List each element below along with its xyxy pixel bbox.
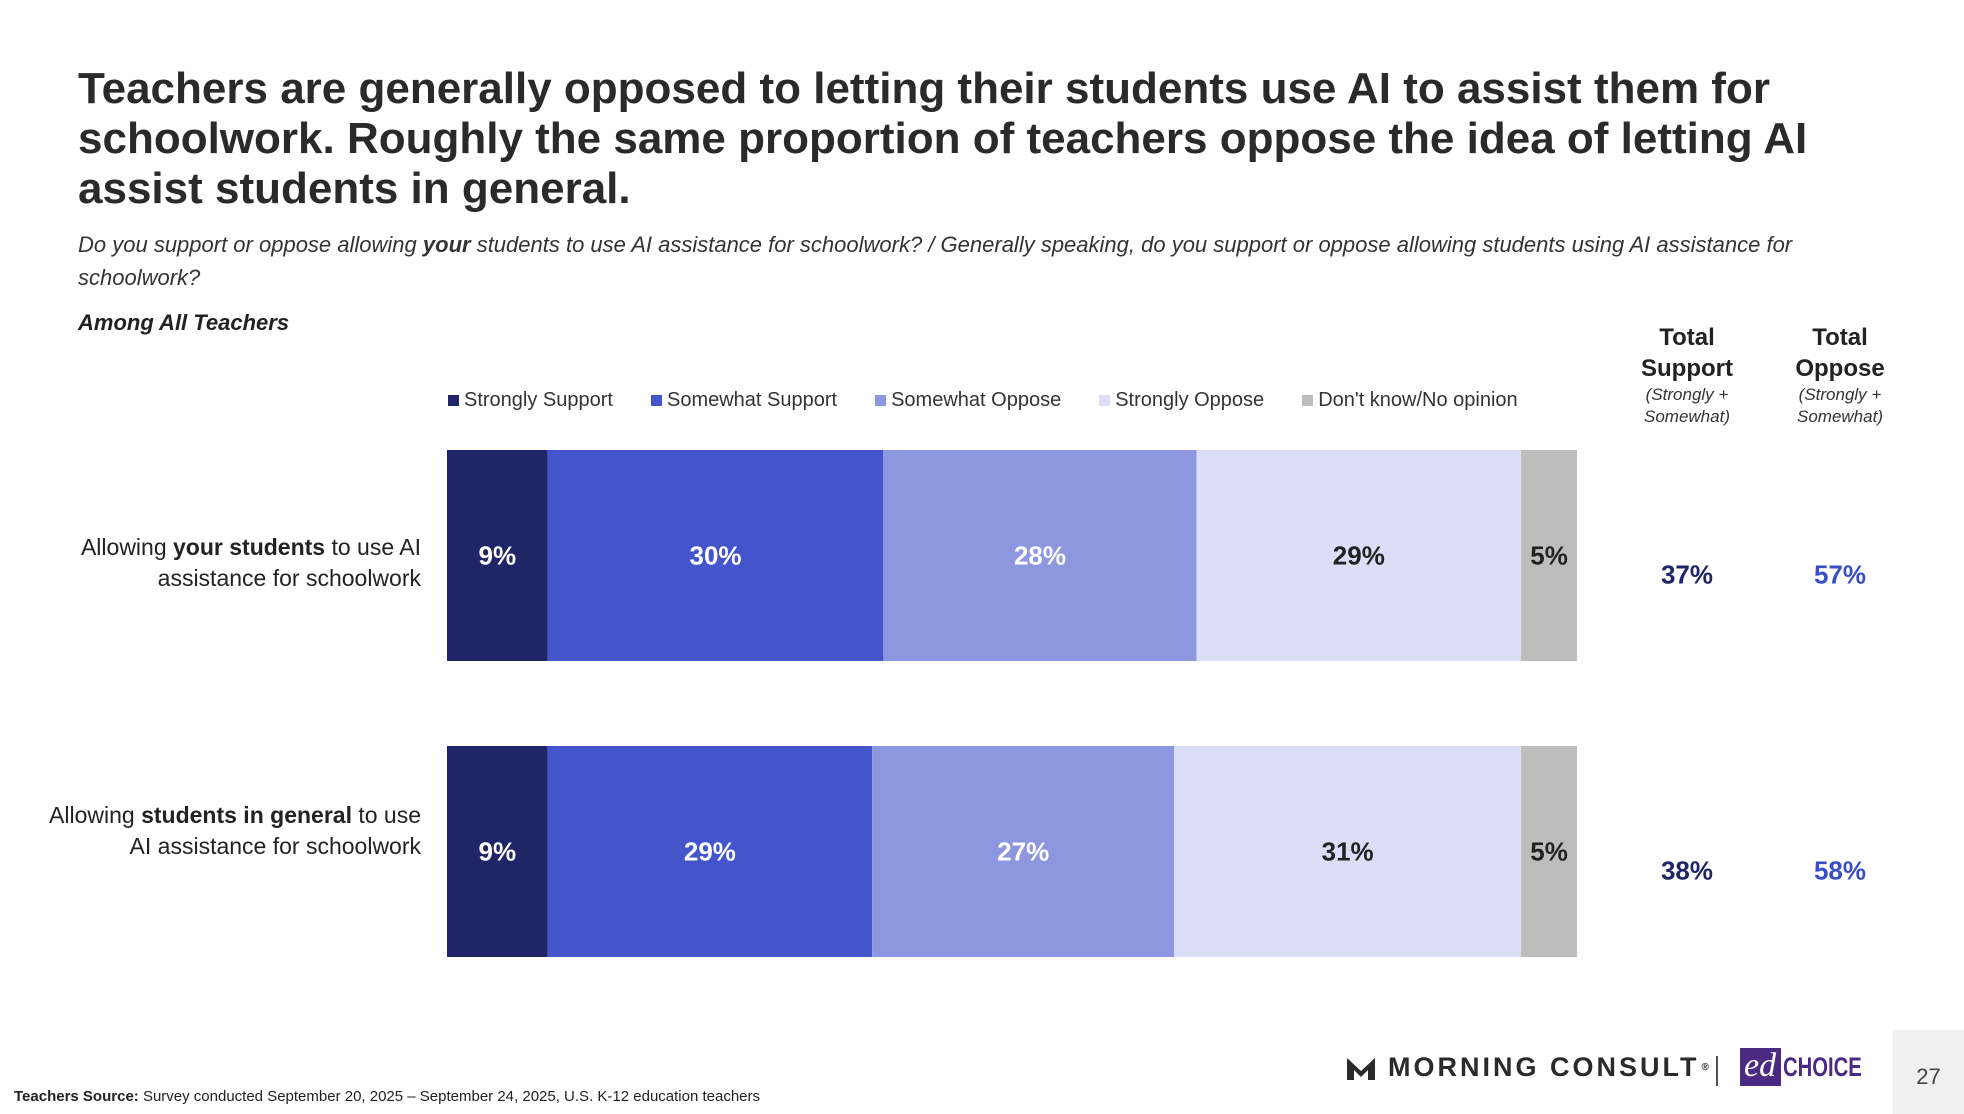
bar-don-t-know-no-opinion-students-general xyxy=(1521,746,1577,957)
legend-swatch xyxy=(448,394,459,406)
bar-strongly-oppose-your-students xyxy=(1196,450,1522,661)
source-footnote: Teachers Source: Survey conducted Septem… xyxy=(14,1088,761,1105)
data-label-strongly-support-your-students: 9% xyxy=(479,541,517,571)
base-label: Among All Teachers xyxy=(78,310,290,335)
question-part-1: Do you support or oppose allowing xyxy=(78,232,423,257)
bar-somewhat-support-students-general xyxy=(547,746,873,957)
legend-swatch xyxy=(1302,394,1314,406)
legend-swatch xyxy=(875,394,887,406)
slide-title: Teachers are generally opposed to lettin… xyxy=(78,64,1808,213)
morning-consult-wordmark: MORNING CONSULT xyxy=(1388,1052,1700,1082)
edchoice-ed-mark: ed xyxy=(1740,1048,1782,1086)
legend-label: Somewhat Oppose xyxy=(891,388,1062,411)
legend-label: Don't know/No opinion xyxy=(1318,388,1518,411)
page-number-box xyxy=(1893,1030,1964,1114)
bar-strongly-support-students-general xyxy=(447,746,548,957)
legend-label: Somewhat Support xyxy=(666,388,838,411)
question-text: Do you support or oppose allowing your s… xyxy=(78,228,1898,294)
question-emphasis: your xyxy=(422,232,471,257)
total-support-students-general: 38% xyxy=(1661,856,1713,886)
row-label-students-general: Allowing students in general to use AI a… xyxy=(49,802,421,859)
chart-legend: Strongly Support Somewhat Support Somewhat… xyxy=(448,388,1518,412)
bar-strongly-oppose-students-general xyxy=(1174,746,1522,957)
legend-swatch xyxy=(650,394,662,406)
data-label-don-t-know-no-opinion-students-general: 5% xyxy=(1530,837,1568,867)
page-number: 27 xyxy=(1916,1064,1941,1089)
legend-item-don-t-know-no-opinion: Don't know/No opinion xyxy=(1302,389,1518,412)
legend-label: Strongly Oppose xyxy=(1115,388,1265,411)
data-label-somewhat-support-your-students: 30% xyxy=(689,541,741,571)
question-part-2: students to use AI assistance for school… xyxy=(78,232,1793,290)
bar-don-t-know-no-opinion-your-students xyxy=(1521,450,1577,661)
total-oppose-students-general: 58% xyxy=(1814,856,1866,886)
total-support-header: Total Support (Strongly + Somewhat) xyxy=(1617,322,1757,428)
legend-item-strongly-support: Strongly Support xyxy=(448,389,613,412)
morning-consult-mark-icon xyxy=(1347,1057,1375,1080)
total-oppose-subtitle: (Strongly + Somewhat) xyxy=(1797,385,1883,426)
data-label-somewhat-support-students-general: 29% xyxy=(684,837,736,867)
edchoice-logo: ed CHOICE xyxy=(1740,1048,1888,1086)
bar-somewhat-support-your-students xyxy=(547,450,884,661)
data-label-strongly-oppose-students-general: 31% xyxy=(1322,837,1374,867)
legend-item-somewhat-oppose: Somewhat Oppose xyxy=(875,389,1061,412)
data-label-strongly-oppose-your-students: 29% xyxy=(1333,541,1385,571)
legend-swatch xyxy=(1099,394,1111,406)
morning-consult-logo: MORNING CONSULT ® xyxy=(1346,1052,1709,1083)
total-support-your-students: 37% xyxy=(1661,560,1713,590)
total-oppose-your-students: 57% xyxy=(1814,560,1866,590)
edchoice-wordmark: CHOICE xyxy=(1783,1051,1862,1082)
total-support-title: Total Support xyxy=(1641,324,1733,382)
data-label-somewhat-oppose-your-students: 28% xyxy=(1014,541,1066,571)
legend-label: Strongly Support xyxy=(464,388,613,411)
bar-somewhat-oppose-your-students xyxy=(883,450,1197,661)
total-support-subtitle: (Strongly + Somewhat) xyxy=(1644,385,1730,426)
bar-somewhat-oppose-students-general xyxy=(872,746,1175,957)
data-label-don-t-know-no-opinion-your-students: 5% xyxy=(1530,541,1568,571)
data-label-strongly-support-students-general: 9% xyxy=(479,837,517,867)
total-oppose-header: Total Oppose (Strongly + Somewhat) xyxy=(1770,322,1910,428)
row-label-your-students: Allowing your students to use AI assista… xyxy=(80,534,421,591)
logo-divider xyxy=(1716,1056,1718,1086)
bar-strongly-support-your-students xyxy=(447,450,548,661)
total-oppose-title: Total Oppose xyxy=(1795,324,1885,382)
legend-item-strongly-oppose: Strongly Oppose xyxy=(1099,389,1264,412)
legend-item-somewhat-support: Somewhat Support xyxy=(650,388,838,412)
data-label-somewhat-oppose-students-general: 27% xyxy=(997,837,1049,867)
